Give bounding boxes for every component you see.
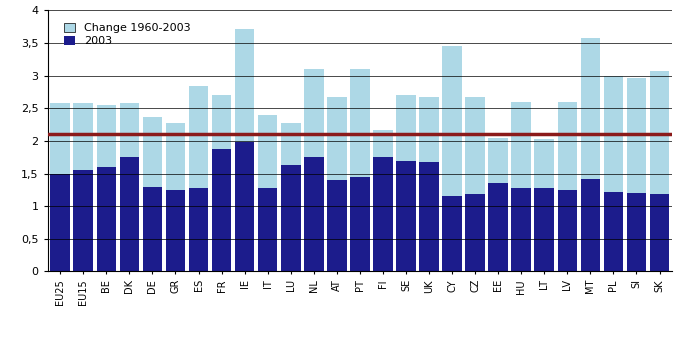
- Bar: [189, 188, 208, 271]
- Bar: [581, 38, 600, 179]
- Bar: [327, 97, 346, 180]
- Bar: [212, 149, 232, 271]
- Bar: [511, 188, 531, 271]
- Bar: [304, 157, 324, 271]
- Bar: [73, 103, 93, 170]
- Bar: [120, 103, 139, 157]
- Bar: [96, 105, 116, 167]
- Bar: [488, 183, 508, 271]
- Bar: [143, 187, 162, 271]
- Bar: [350, 69, 369, 177]
- Bar: [189, 86, 208, 188]
- Bar: [534, 188, 554, 271]
- Bar: [465, 195, 485, 271]
- Bar: [604, 192, 623, 271]
- Bar: [50, 103, 70, 174]
- Bar: [212, 95, 232, 149]
- Bar: [650, 195, 669, 271]
- Bar: [627, 193, 646, 271]
- Bar: [488, 138, 508, 183]
- Bar: [581, 179, 600, 271]
- Bar: [604, 76, 623, 192]
- Bar: [304, 69, 324, 157]
- Bar: [258, 115, 278, 188]
- Bar: [143, 117, 162, 187]
- Bar: [166, 123, 185, 190]
- Bar: [258, 188, 278, 271]
- Bar: [419, 97, 439, 162]
- Bar: [235, 142, 255, 271]
- Bar: [350, 177, 369, 271]
- Bar: [373, 130, 392, 157]
- Bar: [511, 102, 531, 188]
- Bar: [442, 46, 462, 196]
- Bar: [557, 102, 577, 190]
- Bar: [120, 157, 139, 271]
- Legend: Change 1960-2003, 2003: Change 1960-2003, 2003: [59, 18, 195, 50]
- Bar: [373, 157, 392, 271]
- Bar: [96, 167, 116, 271]
- Bar: [534, 139, 554, 188]
- Bar: [627, 78, 646, 193]
- Bar: [650, 71, 669, 195]
- Bar: [281, 165, 301, 271]
- Bar: [419, 162, 439, 271]
- Bar: [442, 196, 462, 271]
- Bar: [281, 123, 301, 165]
- Bar: [465, 97, 485, 195]
- Bar: [396, 160, 416, 271]
- Bar: [73, 170, 93, 271]
- Bar: [235, 29, 255, 142]
- Bar: [166, 190, 185, 271]
- Bar: [396, 95, 416, 160]
- Bar: [327, 180, 346, 271]
- Bar: [50, 174, 70, 271]
- Bar: [557, 190, 577, 271]
